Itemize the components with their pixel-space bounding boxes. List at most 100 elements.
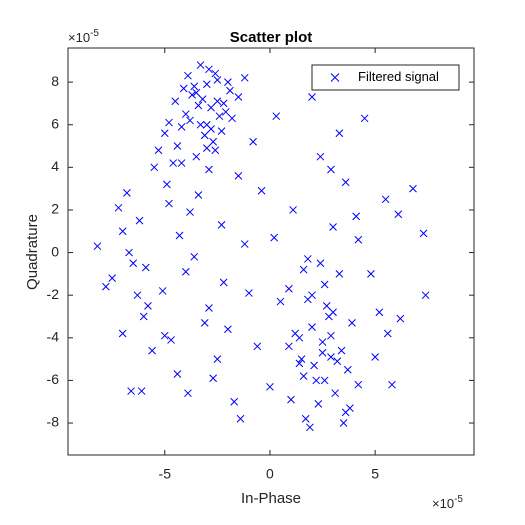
point [205,304,213,312]
point [160,331,169,340]
point [144,301,152,310]
point [322,301,331,310]
point [209,374,218,383]
point [163,180,171,189]
point [196,120,205,129]
point [129,259,138,268]
point [310,361,318,370]
plot-area [67,47,475,456]
point [135,216,144,225]
point [171,97,180,106]
y-tick-label: -4 [47,329,60,345]
point [211,69,220,78]
x-tick-label: 5 [371,466,379,482]
point [177,122,186,131]
point [383,329,392,338]
point [409,184,417,193]
point [341,408,350,417]
point [335,129,344,138]
chart-title: Scatter plot [230,29,313,46]
point [308,291,316,300]
point [118,227,127,236]
point [253,342,262,351]
y-tick-label: 8 [51,73,59,89]
point [352,212,361,221]
point [221,108,230,116]
point [331,389,340,398]
point [169,159,178,167]
point [179,84,188,93]
point [205,165,213,174]
point [257,186,266,195]
point [226,86,234,95]
y-tick-label: -6 [47,371,60,387]
point [190,252,199,261]
point [306,423,314,432]
point [127,387,135,395]
point [354,380,363,389]
point [314,400,323,408]
point [165,118,173,127]
point [167,336,175,344]
point [125,248,133,257]
x-tick-label: 0 [266,466,274,482]
point [266,382,274,391]
point [192,152,201,161]
point [301,414,310,423]
point [341,178,350,187]
point [186,116,194,125]
multiplier-base: ×10 [68,30,90,45]
point [213,76,222,84]
point [367,270,375,278]
point [190,82,199,91]
point [375,308,384,317]
point [285,342,293,351]
y-tick-label: 0 [51,243,59,259]
point [320,280,329,289]
point [150,163,159,172]
point [234,171,243,180]
point [194,101,203,110]
point [165,199,173,208]
point [108,274,117,282]
point [308,93,316,101]
point [335,270,344,278]
point [114,203,123,212]
point [348,319,356,327]
legend-box [311,64,460,91]
point [181,110,190,118]
point [245,289,253,297]
point [213,97,222,106]
y-axis-label: Quadrature [24,214,41,290]
point [205,65,213,74]
y-tick-label: 6 [51,115,59,131]
point [240,240,249,248]
point [188,91,196,99]
point [320,376,329,385]
point [312,376,321,385]
point [184,71,192,80]
point [295,333,304,342]
point [276,297,285,306]
point [148,346,156,355]
point [318,338,327,346]
x-axis-label: In-Phase [241,490,301,507]
point [287,395,295,404]
y-tick-label: -2 [47,286,60,302]
point [202,144,211,153]
point [272,112,281,121]
point [139,312,148,321]
point [339,419,348,427]
point [158,287,167,295]
point [192,88,201,97]
point [419,229,428,238]
point [324,312,333,321]
point [186,208,194,216]
point [215,112,224,121]
point [308,323,316,332]
point [316,152,325,161]
point [207,103,215,112]
point [381,195,390,204]
legend-marker [330,73,340,82]
